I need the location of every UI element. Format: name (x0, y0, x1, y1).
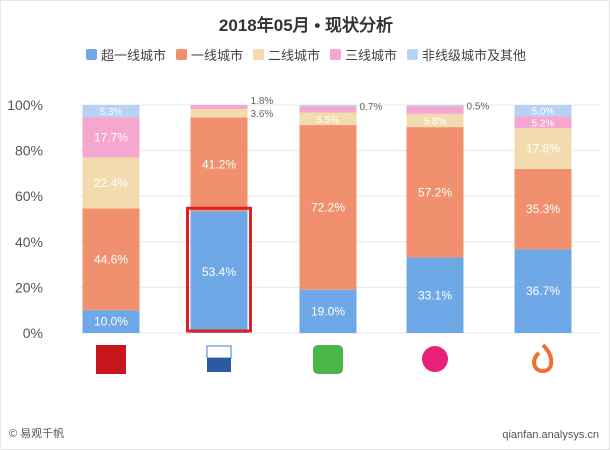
bar-segment (514, 116, 572, 129)
legend-label: 二线城市 (267, 48, 320, 63)
data-label: 5.8% (424, 117, 447, 128)
legend-swatch (175, 49, 187, 60)
chart-title: 2018年05月 • 现状分析 (218, 16, 394, 35)
bar-segment (299, 289, 357, 333)
bar-segment (82, 117, 140, 158)
bar-segment (82, 208, 140, 311)
y-tick-label: 20% (15, 279, 43, 295)
data-label: 44.6% (94, 252, 128, 266)
data-label: 57.2% (418, 185, 452, 199)
legend-swatch (407, 49, 419, 60)
data-label: 3.6% (251, 109, 274, 120)
data-label: 35.3% (526, 202, 560, 216)
data-label: 19.0% (311, 304, 345, 318)
legend-label: 三线城市 (345, 48, 398, 63)
legend-swatch (330, 49, 341, 60)
legend-item[interactable]: 二线城市 (252, 45, 320, 64)
data-label: 53.4% (202, 265, 236, 279)
legend-swatch (85, 49, 97, 60)
data-label: 22.4% (94, 176, 128, 190)
data-label: 17.7% (94, 130, 128, 144)
data-label: 36.7% (526, 284, 560, 298)
bar-segment (514, 105, 572, 117)
app-logo-icon (422, 346, 448, 372)
bar-segment (82, 157, 140, 209)
app-logo-icon (313, 345, 343, 374)
data-label: 41.2% (202, 157, 236, 171)
bar-segment (190, 211, 248, 333)
y-tick-label: 60% (15, 188, 43, 204)
legend-item[interactable]: 非线级城市及其他 (407, 45, 526, 64)
bar-segment (82, 105, 140, 118)
data-label: 17.8% (526, 142, 560, 156)
bar-segment (190, 117, 248, 212)
y-tick-label: 100% (7, 97, 43, 113)
data-label: 5.3% (100, 107, 123, 118)
bar-segment (514, 249, 572, 333)
data-label: 5.2% (532, 118, 555, 129)
legend-label: 超一线城市 (100, 48, 166, 63)
data-label: 33.1% (418, 288, 452, 302)
data-label: 0.7% (360, 102, 383, 113)
y-tick-label: 0% (23, 325, 43, 341)
legend-item[interactable]: 超一线城市 (85, 45, 166, 64)
data-label: 5.0% (532, 107, 555, 118)
footer-url: qianfan.analysys.cn (502, 429, 599, 441)
y-tick-label: 80% (15, 143, 43, 159)
bar-segment (406, 106, 464, 114)
data-label: 1.8% (251, 96, 274, 107)
bar-segment (299, 106, 357, 113)
legend-label: 非线级城市及其他 (422, 48, 527, 63)
bar-segment (299, 105, 357, 107)
data-label: 5.5% (317, 115, 340, 126)
chart-plot: 0% 20% 40% 60% 80% 100% 10.0% 44.6% 22.4% 17.7% 5.… (7, 96, 601, 374)
bar-segment (406, 257, 464, 333)
data-label: 10.0% (94, 315, 128, 329)
app-logo-icon (532, 343, 554, 374)
bar-segment (82, 310, 140, 333)
bar-segment (299, 112, 357, 126)
bar-segment (190, 105, 248, 110)
footer-brand: © 易观千帆 (9, 428, 65, 440)
data-label: 72.2% (311, 200, 345, 214)
legend-item[interactable]: 一线城市 (175, 45, 243, 64)
bar-segment (406, 105, 464, 107)
bar-segment (299, 125, 357, 290)
legend: 超一线城市 一线城市 二线城市 三线城市 非线级城市及其他 (1, 45, 609, 64)
app-logo-icon (206, 345, 232, 372)
bar-segment (190, 109, 248, 118)
y-tick-label: 40% (15, 234, 43, 250)
app-logo-icon (96, 345, 126, 374)
data-label: 0.5% (467, 102, 490, 113)
bar-segment (406, 127, 464, 258)
highlight-box (186, 206, 252, 333)
bar-segment (514, 168, 572, 250)
legend-item[interactable]: 三线城市 (330, 45, 397, 64)
legend-swatch (252, 49, 264, 60)
bar-segment (514, 128, 572, 169)
legend-label: 一线城市 (190, 48, 243, 63)
bar-segment (406, 113, 464, 128)
